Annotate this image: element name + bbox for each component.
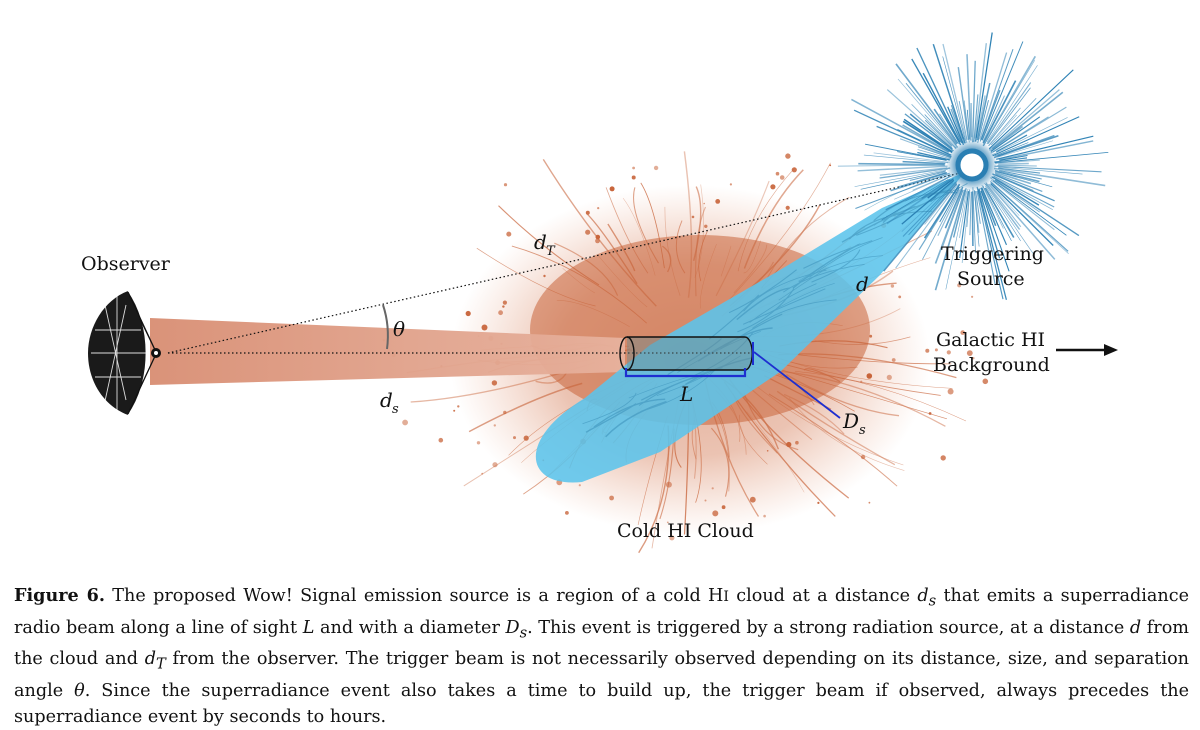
triggering-source	[837, 32, 1109, 300]
caption-smallcaps: I	[723, 589, 729, 605]
theta-label: θ	[393, 317, 405, 341]
ds-leader	[753, 351, 841, 419]
cold-cloud-label: Cold HI Cloud	[617, 520, 754, 542]
caption-math: d	[917, 586, 929, 606]
d-label: d	[856, 272, 869, 296]
ds-subscript: s	[859, 423, 866, 438]
d-t-label: d	[534, 230, 547, 254]
l-label: L	[679, 382, 693, 406]
caption-text: cloud at a distance	[728, 586, 918, 606]
theta-arc	[382, 304, 389, 350]
galactic-label-line1: Galactic HI	[936, 329, 1045, 351]
figure-caption: Figure 6. The proposed Wow! Signal emiss…	[14, 583, 1189, 730]
caption-text: and with a diameter	[314, 617, 506, 638]
caption-math-sub: s	[928, 592, 937, 610]
ds-label: D	[842, 409, 859, 433]
caption-text: The proposed Wow! Signal emission source…	[104, 586, 724, 606]
caption-text: from the cloud and	[14, 617, 1189, 670]
observer-label: Observer	[81, 253, 171, 275]
d-s-label: d	[380, 388, 393, 412]
caption-math: θ	[74, 680, 85, 701]
caption-text: from the observer. The trigger beam is n…	[14, 649, 1189, 701]
diagram-figure: Observer Triggering Source Galactic HI B…	[81, 32, 1118, 554]
emission-cylinder	[619, 336, 753, 371]
caption-math-sub: T	[155, 655, 166, 673]
triggering-source-label-line2: Source	[957, 268, 1025, 290]
caption-math: D	[505, 617, 520, 638]
caption-math-sub: s	[519, 624, 528, 642]
observer-dish-icon	[88, 290, 161, 416]
galactic-background-arrow	[1056, 344, 1118, 356]
caption-math: d	[144, 649, 156, 670]
caption-text: that emits a superradiance radio beam al…	[14, 586, 1189, 638]
caption-text: . This event is triggered by a strong ra…	[527, 617, 1130, 638]
observer-beam	[150, 318, 625, 385]
triggering-source-label-line1: Triggering	[941, 243, 1044, 265]
figure-number: Figure 6.	[14, 585, 105, 606]
d-t-subscript: T	[546, 244, 556, 259]
trigger-beam	[535, 172, 965, 483]
caption-math: d	[1129, 617, 1142, 638]
caption-math: L	[302, 617, 315, 638]
galactic-label-line2: Background	[933, 354, 1050, 376]
d-t-line	[167, 171, 966, 354]
d-s-subscript: s	[392, 402, 399, 417]
l-bracket	[624, 368, 747, 378]
